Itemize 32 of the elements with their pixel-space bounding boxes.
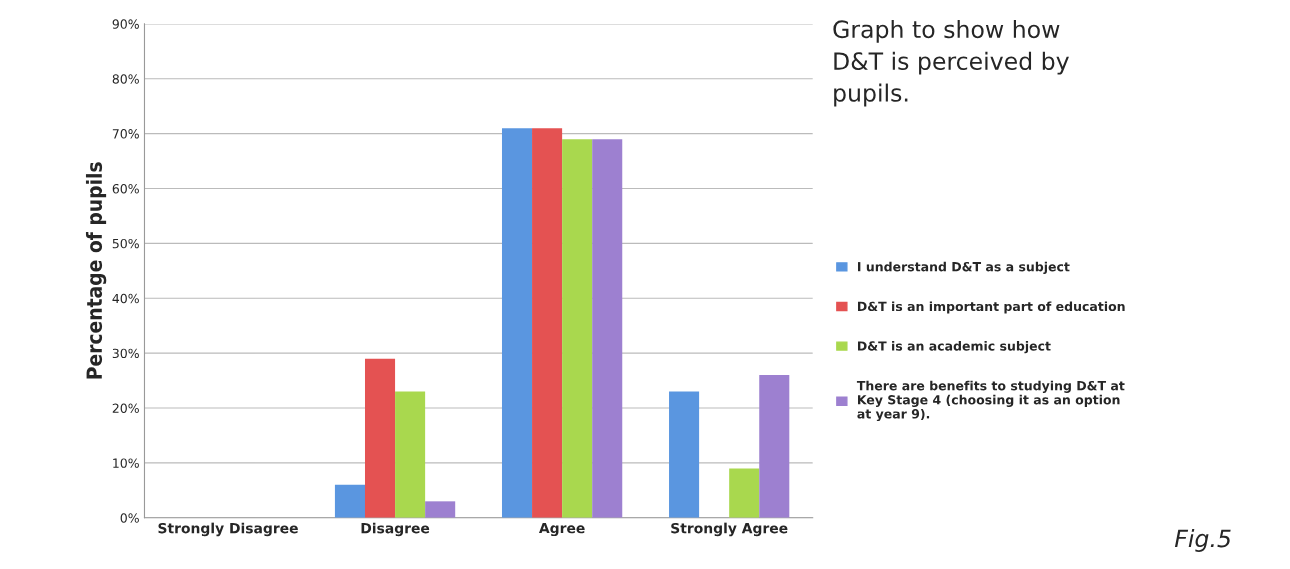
bar <box>729 468 760 518</box>
legend-label: D&T is an important part of education <box>858 301 1125 314</box>
y-tick-label: 40% <box>112 293 139 304</box>
bar <box>592 139 623 518</box>
bar <box>334 484 365 518</box>
y-tick-label: 50% <box>112 238 139 249</box>
y-tick-label: 10% <box>113 458 139 468</box>
y-tick-label: 70% <box>112 129 139 139</box>
bar <box>364 358 396 518</box>
bar <box>532 128 563 518</box>
y-tick-label: 90% <box>112 19 139 29</box>
x-tick-label: Strongly Disagree <box>158 522 298 537</box>
bar <box>562 139 593 518</box>
legend-label: I understand D&T as a subject <box>858 261 1070 274</box>
y-tick-label: 0% <box>120 513 139 523</box>
bar <box>395 391 426 518</box>
y-tick-label: 60% <box>112 184 139 194</box>
x-tick-label: Strongly Agree <box>671 522 788 537</box>
legend-label: There are benefits to studying D&T at Key Stage 4 (choosing it as an option at year 9). <box>856 380 1125 422</box>
x-tick-label: Disagree <box>361 522 430 537</box>
legend-label: D&T is an academic subject <box>858 341 1051 354</box>
bar <box>501 128 533 518</box>
y-tick-label: 20% <box>112 403 139 413</box>
bar <box>425 501 456 518</box>
bar <box>669 391 700 518</box>
bar <box>759 375 790 518</box>
text: Graph to show how D&T is perceived by pupils. <box>833 19 1069 107</box>
y-axis-title: Percentage of pupils <box>85 162 107 379</box>
caption: Fig.5 <box>1174 529 1231 552</box>
y-tick-label: 30% <box>112 348 139 359</box>
y-tick-label: 80% <box>112 74 139 84</box>
x-tick-label: Agree <box>538 522 585 537</box>
